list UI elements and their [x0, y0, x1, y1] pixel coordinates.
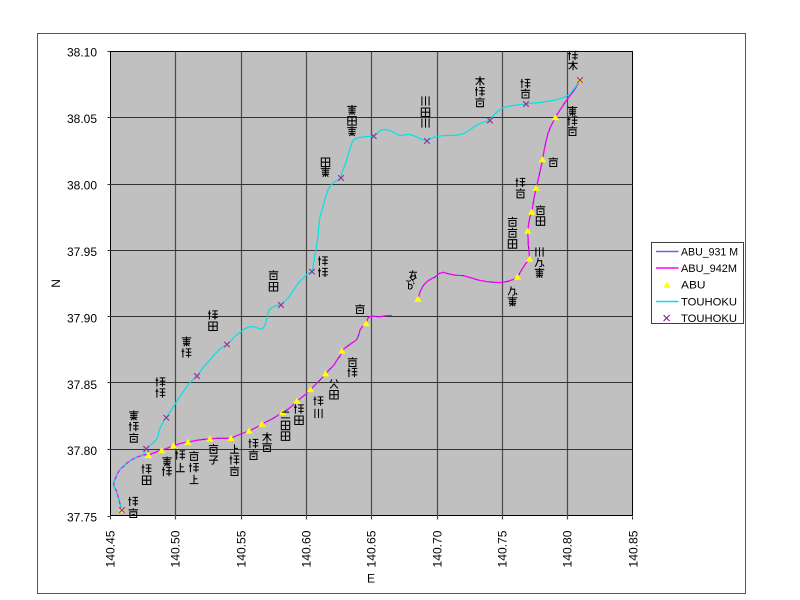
svg-text:140.65: 140.65 [365, 530, 379, 567]
svg-text:37.95: 37.95 [67, 245, 97, 259]
svg-text:140.60: 140.60 [300, 530, 314, 567]
svg-text:37.75: 37.75 [67, 511, 97, 525]
svg-text:38.05: 38.05 [67, 112, 97, 126]
svg-text:37.85: 37.85 [67, 378, 97, 392]
svg-text:ABU_942M: ABU_942M [681, 263, 737, 275]
svg-text:37.80: 37.80 [67, 444, 97, 458]
svg-text:140.80: 140.80 [561, 530, 575, 567]
svg-text:N: N [49, 279, 63, 288]
svg-text:TOUHOKU: TOUHOKU [681, 297, 737, 309]
svg-text:140.75: 140.75 [496, 530, 510, 567]
svg-text:TOUHOKU: TOUHOKU [681, 313, 737, 325]
svg-text:38.10: 38.10 [67, 46, 97, 60]
svg-text:140.70: 140.70 [431, 530, 445, 567]
svg-text:ABU: ABU [681, 280, 706, 292]
svg-text:140.85: 140.85 [627, 530, 641, 567]
svg-text:140.50: 140.50 [169, 530, 183, 567]
svg-text:37.90: 37.90 [67, 311, 97, 325]
svg-text:ABU_931 M: ABU_931 M [681, 247, 738, 259]
svg-text:140.55: 140.55 [235, 530, 249, 567]
svg-text:140.45: 140.45 [104, 530, 118, 567]
svg-text:E: E [367, 572, 375, 586]
svg-text:38.00: 38.00 [67, 179, 97, 193]
